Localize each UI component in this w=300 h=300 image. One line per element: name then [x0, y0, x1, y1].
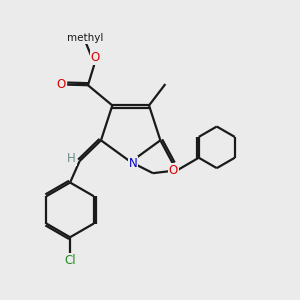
Text: O: O: [56, 78, 65, 91]
Text: methyl: methyl: [68, 33, 104, 43]
Text: O: O: [169, 164, 178, 176]
Text: O: O: [91, 51, 100, 64]
Text: N: N: [129, 157, 137, 170]
Text: H: H: [67, 152, 76, 165]
Text: Cl: Cl: [64, 254, 76, 267]
